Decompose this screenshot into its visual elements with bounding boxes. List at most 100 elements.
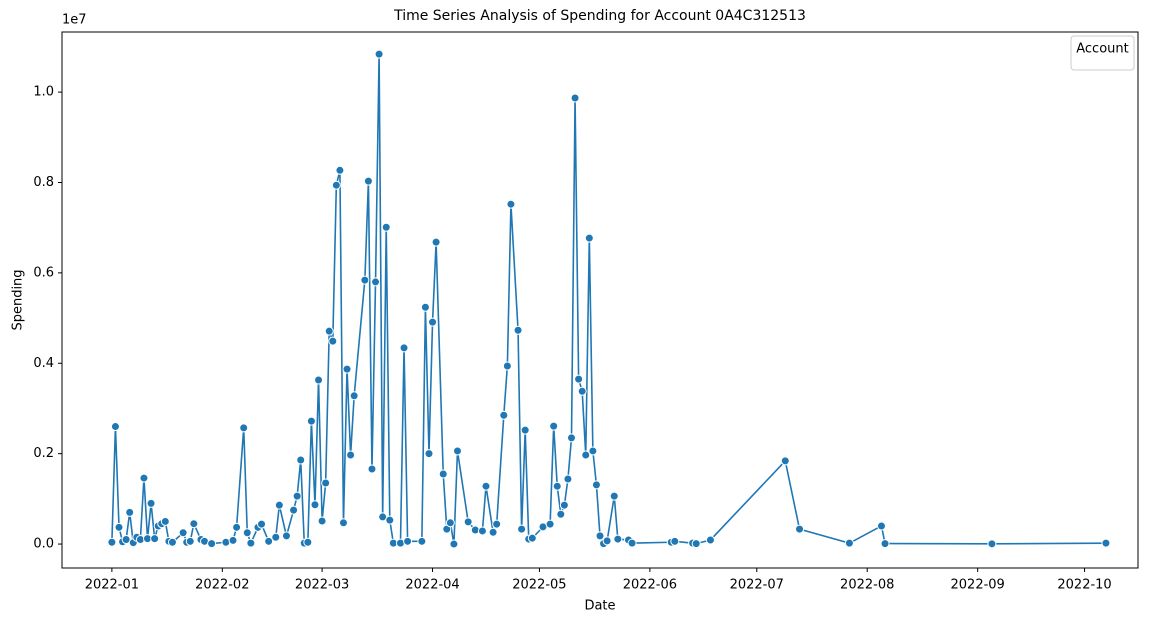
x-tick-label: 2022-06 (623, 578, 677, 593)
marker (577, 386, 587, 396)
marker (452, 446, 462, 456)
x-tick-label: 2022-09 (951, 578, 1005, 593)
marker (346, 450, 356, 460)
marker (559, 500, 569, 510)
marker (499, 410, 509, 420)
x-tick-label: 2022-07 (730, 578, 784, 593)
marker (545, 519, 555, 529)
marker (552, 481, 562, 491)
x-tick-label: 2022-04 (405, 578, 459, 593)
marker (584, 233, 594, 243)
marker (303, 537, 313, 547)
marker (317, 516, 327, 526)
marker (239, 423, 249, 433)
marker (613, 534, 623, 544)
marker (385, 515, 395, 525)
y-tick-label: 0.6 (33, 265, 54, 280)
marker (581, 450, 591, 460)
marker (574, 374, 584, 384)
marker (324, 326, 334, 336)
marker (705, 535, 715, 545)
plot-frame (61, 31, 1139, 569)
marker (502, 361, 512, 371)
marker (335, 165, 345, 175)
marker (527, 533, 537, 543)
marker (517, 524, 527, 534)
marker (139, 473, 149, 483)
marker (449, 539, 459, 549)
marker (281, 531, 291, 541)
legend-box (1070, 35, 1135, 71)
marker (481, 481, 491, 491)
marker (381, 222, 391, 232)
marker (876, 521, 886, 531)
marker (670, 536, 680, 546)
marker (549, 421, 559, 431)
marker (627, 538, 637, 548)
y-tick-label: 0.8 (33, 175, 54, 190)
marker (588, 446, 598, 456)
marker (987, 539, 997, 549)
marker (246, 538, 256, 548)
y-axis-label: Spending (11, 269, 26, 330)
x-tick-label: 2022-10 (1057, 578, 1111, 593)
marker (424, 449, 434, 459)
marker (371, 277, 381, 287)
marker (296, 455, 306, 465)
marker (289, 505, 299, 515)
marker (403, 536, 413, 546)
marker (125, 507, 135, 517)
marker (513, 325, 523, 335)
marker (292, 491, 302, 501)
marker (595, 531, 605, 541)
marker (160, 516, 170, 526)
marker (349, 391, 359, 401)
marker (150, 534, 160, 544)
marker (107, 537, 117, 547)
marker (167, 537, 177, 547)
y-tick-label: 0.0 (33, 537, 54, 552)
marker (360, 275, 370, 285)
marker (609, 491, 619, 501)
marker (114, 522, 124, 532)
marker (274, 500, 284, 510)
marker (506, 199, 516, 209)
marker (438, 469, 448, 479)
marker (338, 518, 348, 528)
marker (189, 519, 199, 529)
marker (520, 425, 530, 435)
marker (431, 237, 441, 247)
marker (207, 539, 217, 549)
marker (488, 527, 498, 537)
marker (463, 517, 473, 527)
marker (492, 519, 502, 529)
marker (566, 433, 576, 443)
legend-title: Account (1076, 42, 1129, 57)
marker (310, 500, 320, 510)
marker (242, 528, 252, 538)
marker (363, 176, 373, 186)
x-axis-label: Date (584, 599, 615, 614)
marker (591, 480, 601, 490)
marker (417, 536, 427, 546)
x-tick-label: 2022-02 (195, 578, 249, 593)
x-tick-label: 2022-08 (840, 578, 894, 593)
marker (570, 93, 580, 103)
marker (342, 364, 352, 374)
marker (844, 538, 854, 548)
line (111, 54, 1106, 546)
marker (420, 302, 430, 312)
marker (428, 317, 438, 327)
marker (321, 478, 331, 488)
y-tick-label: 0.2 (33, 446, 54, 461)
marker (264, 536, 274, 546)
marker (314, 375, 324, 385)
marker (602, 536, 612, 546)
marker (185, 536, 195, 546)
marker (445, 518, 455, 528)
marker (399, 343, 409, 353)
marker (563, 474, 573, 484)
y-tick-label: 0.4 (33, 356, 54, 371)
chart-title: Time Series Analysis of Spending for Acc… (393, 8, 806, 24)
